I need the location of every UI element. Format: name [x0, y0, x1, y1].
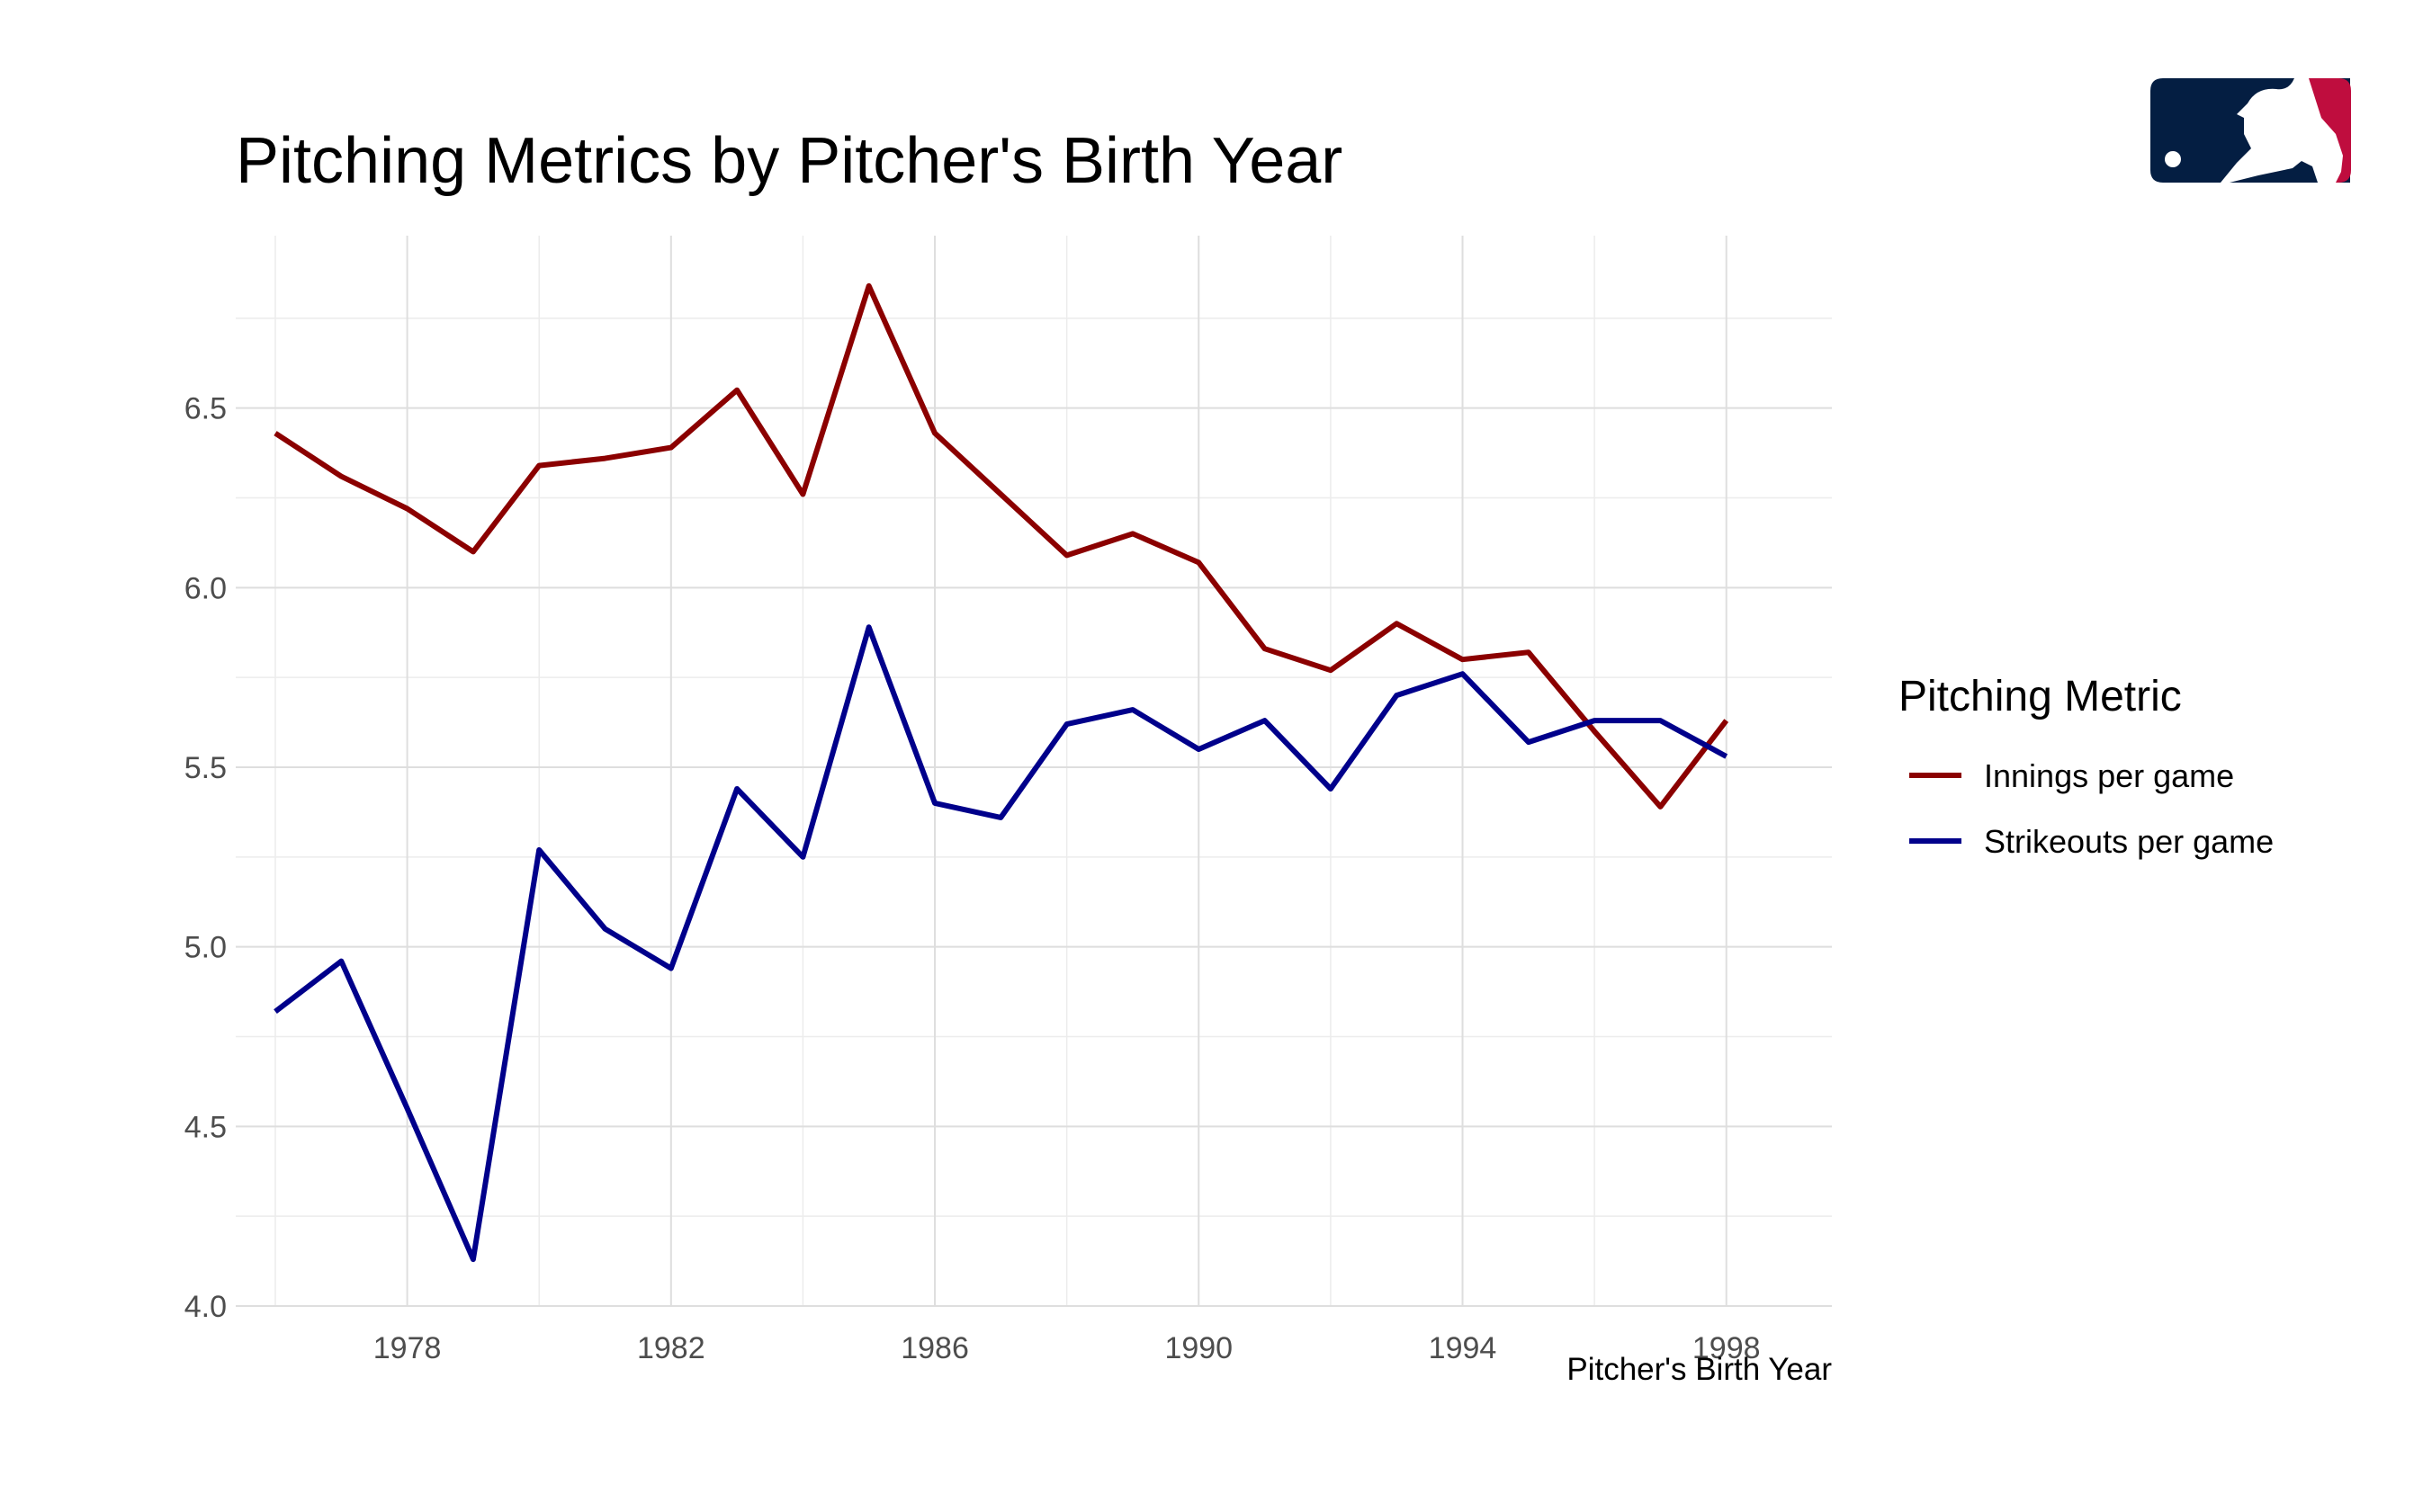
y-tick-label: 5.5: [184, 751, 227, 785]
series-line-strikeouts-per-game: [274, 624, 1728, 1263]
x-tick-label: 1994: [1429, 1331, 1497, 1365]
x-axis-title: Pitcher's Birth Year: [1566, 1352, 1832, 1387]
x-tick-label: 1982: [637, 1331, 705, 1365]
legend-item: Strikeouts per game: [1909, 823, 2274, 860]
legend: Pitching Metric Innings per game Strikeou…: [1898, 673, 2274, 860]
tick-labels: 1978 1982 1986 1990 1994 1998 4.0 4.5 5.0 5.5 6.0 6…: [184, 392, 1761, 1365]
y-tick-label: 4.5: [184, 1110, 227, 1144]
chart-title: Pitching Metrics by Pitcher's Birth Year: [236, 125, 1342, 197]
y-tick-label: 6.5: [184, 392, 227, 426]
y-tick-label: 6.0: [184, 571, 227, 605]
baseball-icon: [2165, 151, 2181, 167]
x-tick-label: 1998: [1692, 1331, 1761, 1365]
mlb-logo: [2150, 78, 2351, 183]
legend-title: Pitching Metric: [1898, 673, 2182, 720]
grid: [236, 236, 1832, 1307]
y-tick-label: 4.0: [184, 1290, 227, 1324]
x-tick-label: 1986: [901, 1331, 969, 1365]
x-tick-label: 1978: [373, 1331, 442, 1365]
y-tick-label: 5.0: [184, 931, 227, 965]
legend-label: Innings per game: [1984, 757, 2234, 794]
series-layer: [274, 282, 1729, 1263]
legend-label: Strikeouts per game: [1984, 823, 2274, 860]
series-line-innings-per-game: [274, 282, 1729, 810]
x-tick-label: 1990: [1164, 1331, 1233, 1365]
legend-item: Innings per game: [1909, 757, 2234, 794]
batter-silhouette: [2221, 78, 2343, 183]
